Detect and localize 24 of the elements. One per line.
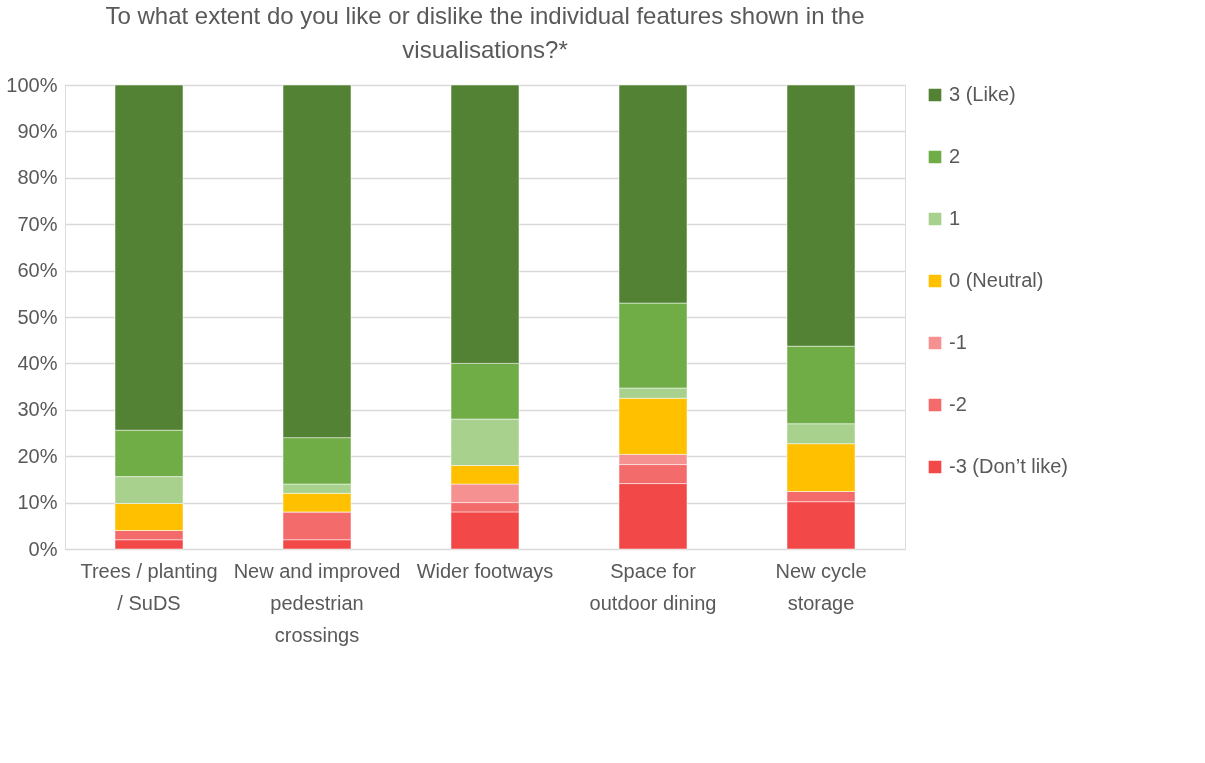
y-tick-label: 50% — [17, 305, 58, 328]
legend-label: -3 (Don’t like) — [949, 455, 1068, 477]
y-tick-label: 0% — [28, 537, 58, 560]
legend-label: -2 — [949, 393, 967, 415]
legend-label: 3 (Like) — [949, 83, 1016, 105]
x-tick-label: Wider footways — [416, 559, 554, 582]
legend-label: 2 — [949, 145, 961, 167]
y-tick-label: 100% — [6, 73, 58, 96]
y-tick-label: 10% — [17, 491, 58, 514]
y-tick-label: 30% — [17, 398, 58, 421]
y-tick-label: 20% — [17, 444, 58, 467]
legend-label: 0 (Neutral) — [949, 269, 1044, 291]
x-tick-label: New cycle storage — [775, 559, 867, 614]
legend-label: 1 — [949, 207, 961, 229]
y-tick-label: 70% — [17, 212, 58, 235]
x-tick-label: Space for outdoor dining — [589, 559, 717, 614]
y-tick-label: 80% — [17, 166, 58, 189]
legend-label: -1 — [949, 331, 967, 353]
chart-title: To what extent do you like or dislike the individual features shown in the visualisations?* — [105, 2, 865, 63]
x-tick-label: New and improved pedestrian crossings — [233, 559, 401, 646]
y-tick-label: 40% — [17, 351, 58, 374]
x-tick-label: Trees / planting / SuDS — [80, 559, 218, 614]
y-tick-label: 90% — [17, 119, 58, 142]
y-tick-label: 60% — [17, 259, 58, 282]
